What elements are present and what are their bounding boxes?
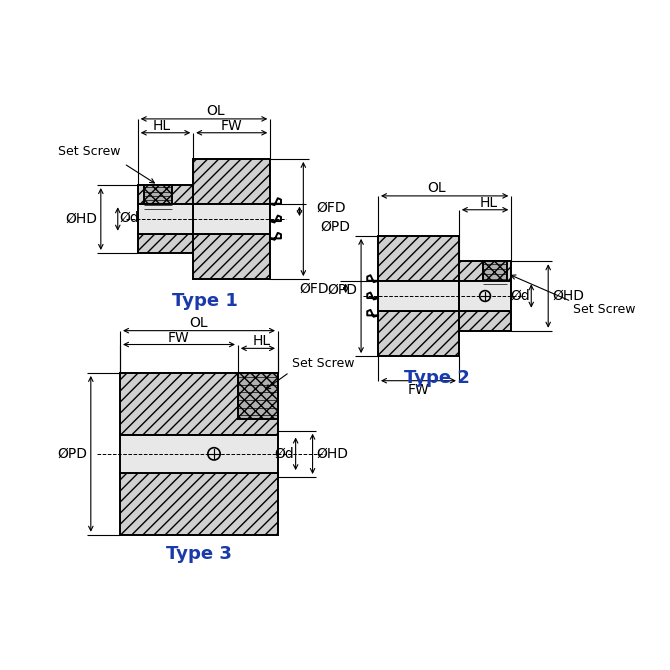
Bar bbox=[378, 236, 459, 281]
Bar bbox=[193, 159, 270, 204]
Text: Type 1: Type 1 bbox=[172, 291, 238, 310]
Text: Ød: Ød bbox=[510, 289, 530, 303]
Text: FW: FW bbox=[407, 383, 429, 397]
Text: HL: HL bbox=[480, 196, 498, 210]
Text: FW: FW bbox=[221, 119, 243, 133]
Text: ØFD: ØFD bbox=[299, 281, 329, 295]
Text: ØHD: ØHD bbox=[316, 447, 348, 461]
Text: OL: OL bbox=[190, 316, 208, 330]
Bar bbox=[483, 261, 507, 286]
Text: OL: OL bbox=[206, 105, 225, 118]
Bar bbox=[138, 185, 193, 204]
Bar bbox=[144, 185, 172, 211]
Text: ØPD: ØPD bbox=[327, 283, 357, 297]
Text: Set Screw: Set Screw bbox=[292, 357, 354, 370]
Bar bbox=[459, 281, 511, 311]
Text: Set Screw: Set Screw bbox=[58, 145, 121, 158]
Bar bbox=[120, 435, 278, 473]
Text: Ød: Ød bbox=[274, 447, 294, 461]
Text: OL: OL bbox=[427, 181, 446, 195]
Text: HL: HL bbox=[153, 119, 171, 133]
Bar bbox=[378, 312, 459, 356]
Bar bbox=[138, 204, 193, 234]
Text: ØHD: ØHD bbox=[65, 212, 97, 226]
Bar bbox=[459, 261, 511, 281]
Text: Set Screw: Set Screw bbox=[573, 303, 635, 316]
Text: Type 3: Type 3 bbox=[165, 545, 232, 563]
Bar bbox=[238, 373, 278, 419]
Text: ØPD: ØPD bbox=[57, 447, 87, 461]
Bar bbox=[193, 234, 270, 279]
Text: ØHD: ØHD bbox=[552, 289, 584, 303]
Text: Type 2: Type 2 bbox=[405, 369, 470, 387]
Bar bbox=[378, 281, 459, 312]
Text: HL: HL bbox=[253, 334, 271, 348]
Text: ØPD: ØPD bbox=[320, 220, 350, 234]
Text: FW: FW bbox=[168, 330, 190, 344]
Text: ØFD: ØFD bbox=[316, 200, 346, 214]
Text: Ød: Ød bbox=[119, 210, 139, 224]
Bar bbox=[459, 311, 511, 331]
Bar bbox=[138, 234, 193, 253]
Bar bbox=[193, 204, 270, 234]
Bar bbox=[120, 373, 278, 435]
Bar bbox=[120, 473, 278, 535]
